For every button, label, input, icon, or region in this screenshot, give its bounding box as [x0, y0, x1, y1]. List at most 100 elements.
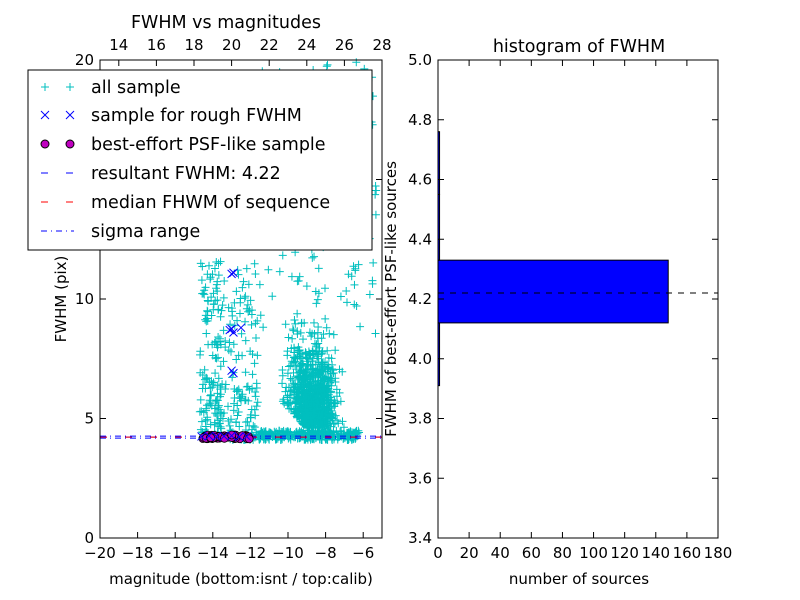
scatter-point	[225, 338, 234, 347]
scatter-point	[339, 423, 348, 432]
legend-entry-sigma-range: sigma range	[41, 222, 200, 242]
scatter-point	[244, 280, 253, 289]
scatter-point	[293, 309, 302, 318]
left-plot: −20 −18 −16 −14 −12 −10 −8 −6 14 16 18 20 22 24 26 28 0 5…	[27, 13, 392, 588]
y-tick-label: 20	[75, 51, 94, 69]
legend-label: sigma range	[91, 222, 200, 242]
scatter-point	[246, 347, 255, 356]
scatter-point	[331, 411, 340, 420]
scatter-point	[294, 347, 303, 356]
scatter-point	[287, 272, 296, 281]
scatter-point	[317, 366, 326, 375]
scatter-point	[233, 401, 242, 410]
scatter-point	[305, 423, 314, 432]
scatter-point	[214, 259, 223, 268]
scatter-point	[301, 348, 310, 357]
right-plot: 0 20 40 60 80 100 120 140 160 180 3.4 3.6 3.8 4.0 4.2 4…	[382, 37, 732, 588]
scatter-point	[286, 435, 295, 444]
scatter-point	[213, 277, 222, 286]
y-tick-label: 10	[75, 290, 94, 308]
scatter-point	[242, 264, 251, 273]
scatter-point	[335, 432, 344, 441]
scatter-point	[327, 354, 336, 363]
scatter-point	[209, 378, 218, 387]
legend-label: best-effort PSF-like sample	[91, 135, 326, 155]
scatter-point	[217, 306, 226, 315]
legend-entry-median-fwhm: median FHWM of sequence	[41, 193, 330, 213]
scatter-point	[202, 329, 211, 338]
scatter-point	[202, 404, 211, 413]
scatter-point	[237, 396, 246, 405]
scatter-point	[227, 431, 236, 441]
scatter-point	[295, 272, 304, 281]
scatter-point	[323, 381, 332, 390]
scatter-point	[229, 368, 238, 378]
scatter-point	[211, 369, 220, 378]
scatter-point	[310, 339, 319, 348]
scatter-point	[201, 422, 210, 431]
scatter-point	[251, 319, 260, 328]
scatter-point	[283, 351, 292, 360]
scatter-point	[322, 398, 331, 407]
scatter-point	[343, 435, 352, 444]
scatter-point	[272, 432, 281, 441]
scatter-point	[252, 334, 261, 343]
scatter-point	[214, 374, 223, 383]
x-tick-label: −12	[235, 544, 267, 562]
scatter-point	[313, 295, 322, 304]
scatter-point	[312, 340, 321, 349]
scatter-point	[283, 369, 292, 378]
legend-label: resultant FWHM: 4.22	[91, 164, 281, 184]
scatter-point	[296, 371, 305, 380]
scatter-point	[230, 298, 239, 307]
scatter-point	[219, 357, 228, 366]
scatter-point	[335, 388, 344, 397]
top-x-tick-label: 24	[297, 36, 316, 54]
scatter-point	[302, 388, 311, 397]
legend-marker-circle	[40, 139, 75, 149]
scatter-point	[243, 382, 252, 391]
scatter-point	[246, 296, 255, 305]
scatter-point	[307, 408, 316, 417]
left-plot-ticks: −20 −18 −16 −14 −12 −10 −8 −6 14 16 18 20 22 24 26 28 0 5…	[75, 36, 392, 562]
scatter-point	[252, 379, 261, 388]
scatter-point	[211, 409, 220, 418]
scatter-point	[318, 347, 327, 356]
scatter-point	[209, 289, 218, 298]
scatter-point	[196, 425, 205, 434]
x-tick-label: −20	[84, 544, 116, 562]
scatter-point	[368, 279, 377, 288]
scatter-point	[224, 416, 233, 425]
top-x-tick-label: 20	[222, 36, 241, 54]
scatter-point	[293, 330, 302, 339]
x-tick-label: 20	[460, 544, 479, 562]
scatter-point	[252, 402, 261, 411]
left-plot-frame	[99, 59, 383, 539]
scatter-point	[208, 340, 217, 349]
scatter-point	[203, 415, 212, 424]
x-tick-label: 40	[491, 544, 510, 562]
scatter-point	[281, 320, 290, 329]
scatter-point	[229, 328, 238, 337]
scatter-point	[228, 311, 237, 320]
scatter-point	[319, 330, 328, 339]
legend-entry-psf-sample: best-effort PSF-like sample	[40, 135, 326, 155]
top-x-tick-label: 14	[109, 36, 128, 54]
scatter-point	[365, 290, 374, 299]
x-tick-label: 180	[704, 544, 733, 562]
y-tick-label: 4.4	[408, 230, 432, 248]
scatter-point	[198, 262, 207, 271]
scatter-point	[321, 358, 330, 367]
scatter-point	[325, 402, 334, 411]
y-tick-label: 3.8	[408, 410, 432, 428]
scatter-point	[206, 420, 215, 429]
scatter-point	[291, 405, 300, 414]
scatter-point	[227, 347, 235, 356]
scatter-point	[204, 297, 213, 306]
x-tick-label: 60	[522, 544, 541, 562]
legend-box	[27, 69, 373, 251]
scatter-point	[247, 306, 256, 315]
scatter-point	[350, 280, 359, 289]
scatter-point	[207, 390, 216, 399]
scatter-point	[291, 397, 300, 406]
